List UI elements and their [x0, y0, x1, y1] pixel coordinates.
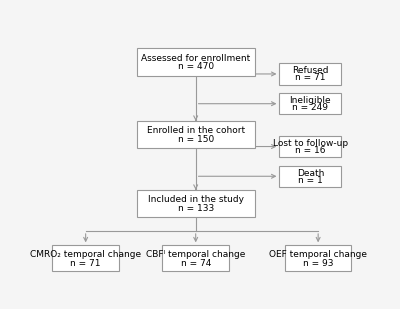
Text: n = 93: n = 93	[303, 259, 333, 268]
FancyBboxPatch shape	[137, 121, 254, 148]
FancyBboxPatch shape	[52, 245, 119, 271]
Text: Lost to follow-up: Lost to follow-up	[273, 139, 348, 148]
Text: CBFᴵ temporal change: CBFᴵ temporal change	[146, 250, 245, 259]
Text: n = 1: n = 1	[298, 176, 323, 184]
Text: Included in the study: Included in the study	[148, 195, 244, 204]
Text: n = 16: n = 16	[295, 146, 326, 155]
Text: Ineligible: Ineligible	[290, 96, 331, 105]
Text: Refused: Refused	[292, 66, 329, 75]
FancyBboxPatch shape	[137, 49, 254, 76]
Text: n = 249: n = 249	[292, 103, 328, 112]
Text: n = 150: n = 150	[178, 135, 214, 144]
FancyBboxPatch shape	[279, 136, 341, 157]
Text: OEF temporal change: OEF temporal change	[269, 250, 367, 259]
Text: n = 133: n = 133	[178, 204, 214, 213]
Text: n = 74: n = 74	[180, 259, 211, 268]
FancyBboxPatch shape	[137, 190, 254, 217]
Text: CMRO₂ temporal change: CMRO₂ temporal change	[30, 250, 141, 259]
Text: Enrolled in the cohort: Enrolled in the cohort	[147, 126, 245, 135]
Text: n = 71: n = 71	[295, 73, 326, 82]
FancyBboxPatch shape	[285, 245, 352, 271]
FancyBboxPatch shape	[162, 245, 229, 271]
Text: Death: Death	[297, 169, 324, 178]
FancyBboxPatch shape	[279, 93, 341, 114]
Text: n = 71: n = 71	[70, 259, 101, 268]
FancyBboxPatch shape	[279, 63, 341, 85]
Text: Assessed for enrollment: Assessed for enrollment	[141, 54, 250, 63]
Text: n = 470: n = 470	[178, 62, 214, 71]
FancyBboxPatch shape	[279, 166, 341, 187]
